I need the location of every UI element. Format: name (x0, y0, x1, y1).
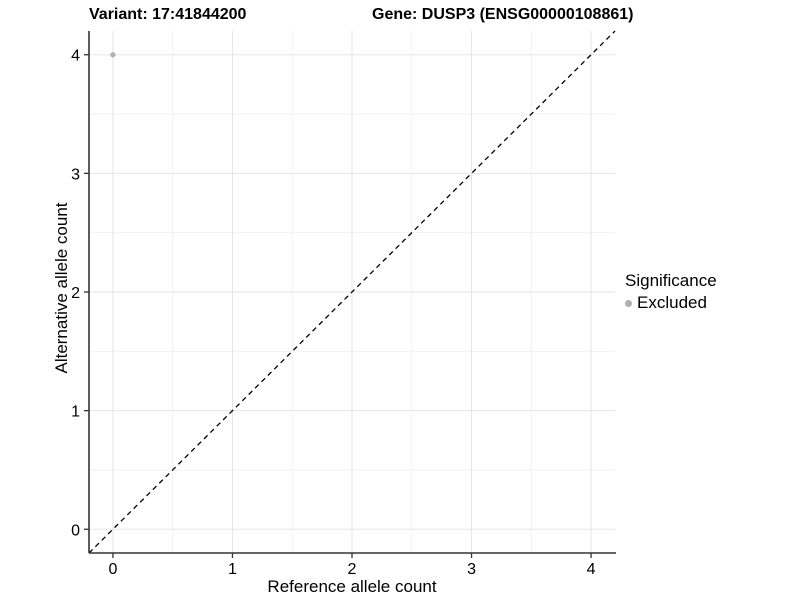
x-tick-label: 0 (108, 561, 117, 578)
y-axis-title: Alternative allele count (52, 202, 71, 374)
x-tick-label: 3 (467, 561, 476, 578)
gene-title: Gene: DUSP3 (ENSG00000108861) (372, 6, 634, 23)
data-point (110, 52, 116, 58)
x-tick-label: 4 (587, 561, 596, 578)
legend-item-label: Excluded (637, 293, 707, 312)
excluded-point-icon (625, 299, 632, 307)
legend: Significance Excluded (625, 270, 717, 313)
y-tick-label: 1 (71, 404, 80, 421)
y-tick-label: 2 (71, 285, 80, 302)
x-tick-label: 2 (348, 561, 357, 578)
legend-item-excluded: Excluded (625, 293, 717, 313)
y-tick-label: 4 (71, 48, 80, 65)
x-tick-label: 1 (228, 561, 237, 578)
y-tick-label: 3 (71, 166, 80, 183)
variant-title: Variant: 17:41844200 (89, 6, 247, 23)
identity-reference-line (88, 30, 616, 554)
legend-title: Significance (625, 271, 717, 290)
y-tick-label: 0 (71, 522, 80, 539)
x-axis-title: Reference allele count (267, 577, 437, 596)
